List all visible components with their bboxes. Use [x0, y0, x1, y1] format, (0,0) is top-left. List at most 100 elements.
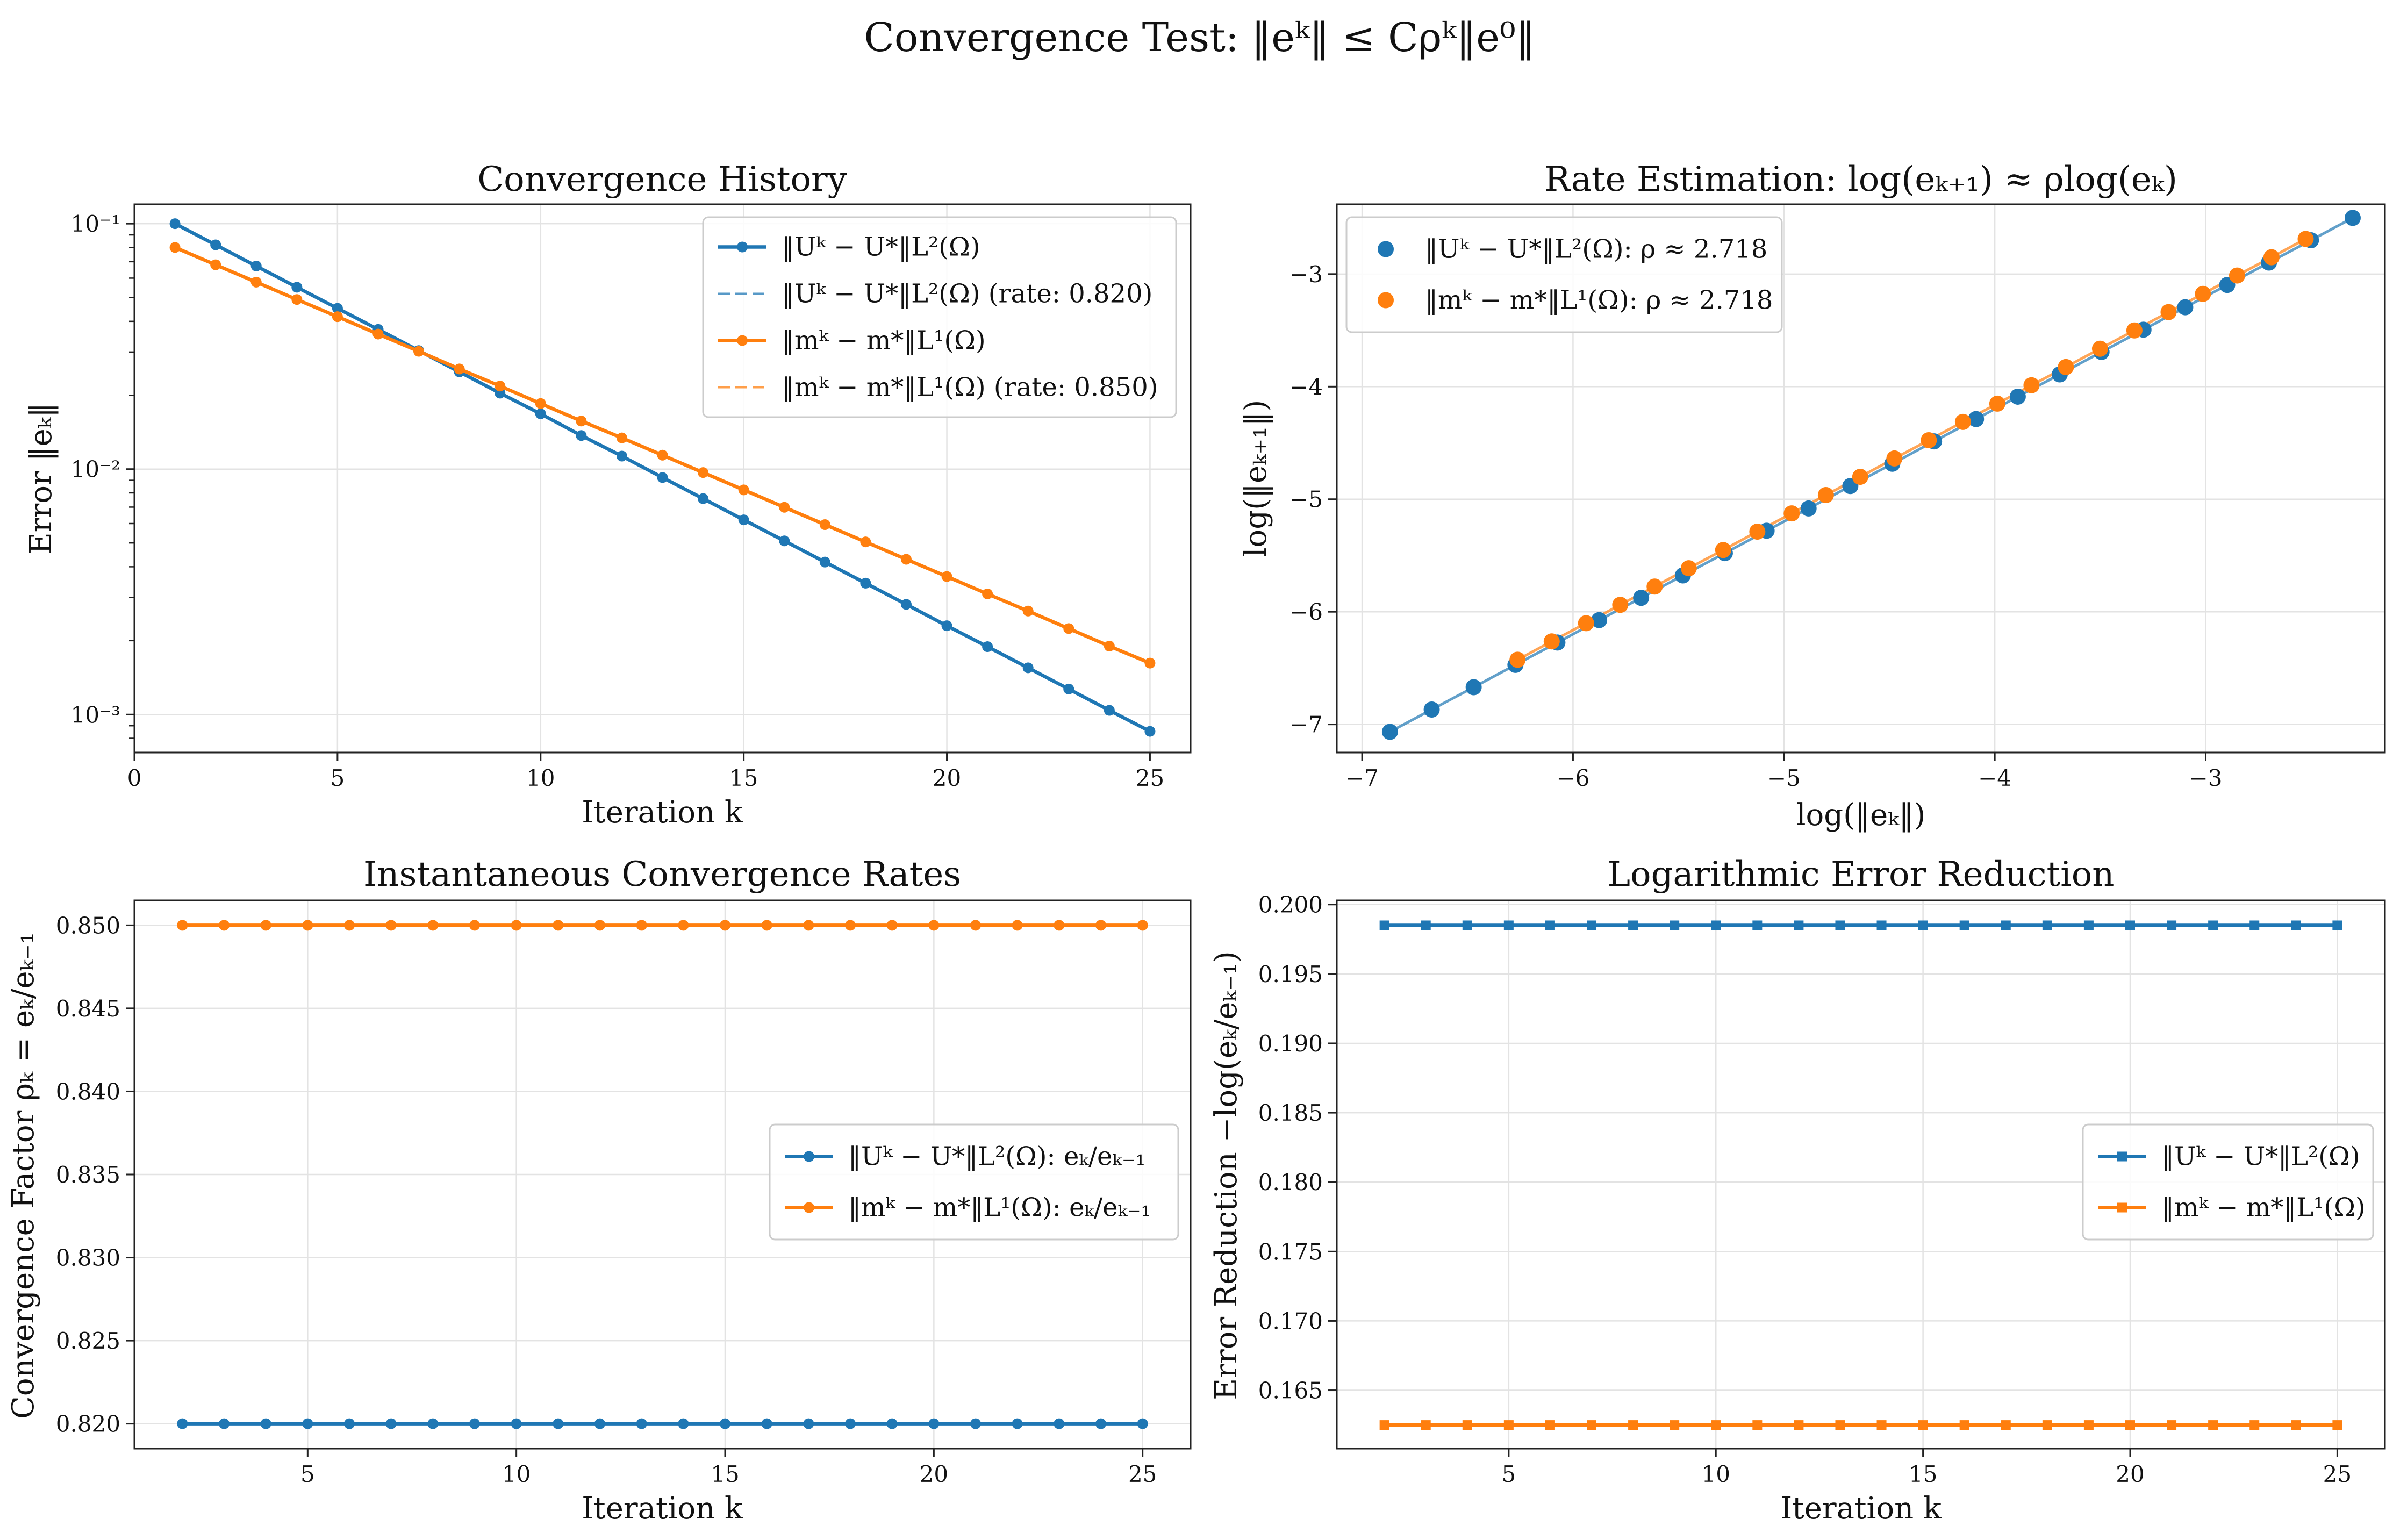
rate-legend-handle [1378, 241, 1394, 257]
history-series-0-point [900, 599, 912, 610]
history-ylabel: Error ‖eₖ‖ [24, 403, 59, 554]
logred-ytick-label: 0.175 [1258, 1238, 1323, 1265]
logred-series-1-point [1379, 1420, 1389, 1430]
factor-series-1-point [1137, 920, 1148, 931]
history-legend-box [702, 216, 1177, 418]
logred-legend-box [2082, 1123, 2374, 1241]
factor-series-1-point [469, 920, 480, 931]
factor-series-0-point [970, 1418, 982, 1429]
logred-ytick-label: 0.195 [1258, 961, 1323, 987]
logred-axes-frame [1336, 899, 2386, 1450]
factor-legend-box [769, 1123, 1179, 1241]
logred-series-1-point [2083, 1420, 2094, 1430]
rate-series-1-point [1612, 597, 1629, 613]
logred-series-0-point [1503, 920, 1514, 930]
history-legend-label: ‖Uᵏ − U*‖L²(Ω) [782, 232, 980, 262]
rate-ytick-label: −7 [1289, 712, 1323, 738]
logred-series-1-point [1918, 1420, 1928, 1430]
rate-series-0-point [1465, 679, 1482, 696]
logred-series-1-point [1670, 1420, 1680, 1430]
logred-legend-marker [2117, 1151, 2127, 1162]
rate-series-0-point [1423, 701, 1440, 718]
factor-series-0-point [928, 1418, 940, 1429]
history-series-2-point [657, 449, 668, 461]
logred-series-1-point [1876, 1420, 1887, 1430]
history-legend-marker [737, 335, 748, 346]
factor-series-1-point [594, 920, 605, 931]
factor-series-0-point [678, 1418, 689, 1429]
logred-series-0-point [1918, 920, 1928, 930]
history-xtick-label: 5 [331, 765, 345, 791]
logred-legend-label: ‖Uᵏ − U*‖L²(Ω) [2161, 1142, 2360, 1172]
logred-series-1-point [1835, 1420, 1845, 1430]
logred-series-1-point [1711, 1420, 1721, 1430]
history-series-0-point [779, 535, 790, 547]
factor-series-1-point [1012, 920, 1023, 931]
logred-series-1-point [2332, 1420, 2342, 1430]
factor-ytick-label: 0.820 [56, 1411, 120, 1437]
factor-series-1-point [928, 920, 940, 931]
rate-series-1-point [2091, 340, 2108, 357]
factor-series-0-point [511, 1418, 522, 1429]
logred-plot-area: 5 10 15 20 25 0.165 0.170 0.175 0.180 0.185 0.190 0… [1258, 892, 2386, 1487]
rate-series-1-point [2297, 231, 2314, 247]
rate-plot-area: −7 −6 −5 −4 −3 −7 −6 −5 −4 −3 ‖Uᵏ − U*‖L²(Ω): ρ ≈ … [1289, 203, 2386, 791]
logred-series-1-point [1752, 1420, 1763, 1430]
logred-series-1-point [1959, 1420, 1969, 1430]
history-xlabel: Iteration k [582, 795, 743, 830]
logred-xtick-label: 15 [1909, 1461, 1937, 1487]
logred-ytick-label: 0.200 [1258, 892, 1323, 918]
factor-xtick-label: 10 [502, 1461, 531, 1487]
rate-series-1-point [2229, 267, 2245, 284]
rate-series-1-point [1715, 542, 1731, 558]
history-series-0-point [291, 282, 303, 293]
history-legend-label: ‖Uᵏ − U*‖L²(Ω) (rate: 0.820) [782, 279, 1152, 309]
rate-series-0-point [1968, 411, 1985, 427]
history-legend-label: ‖mᵏ − m*‖L¹(Ω) (rate: 0.850) [782, 373, 1158, 403]
rate-legend-handle [1378, 292, 1394, 309]
rate-series-1-point [2058, 359, 2074, 375]
rate-legend-label: ‖Uᵏ − U*‖L²(Ω): ρ ≈ 2.718 [1425, 234, 1767, 264]
rate-series-1-point [2023, 377, 2040, 393]
factor-series-1-point [302, 920, 313, 931]
rate-series-1-point [1509, 651, 1526, 668]
logred-series-0-point [1670, 920, 1680, 930]
history-series-2-point [454, 363, 465, 375]
history-series-2-point [1022, 605, 1034, 617]
factor-series-0-point [469, 1418, 480, 1429]
factor-series-1-point [218, 920, 230, 931]
factor-xtick-label: 15 [711, 1461, 739, 1487]
panel-convergence-history: Convergence History Iteration k Error ‖e… [24, 160, 1192, 830]
factor-series-0-point [177, 1418, 188, 1429]
panel-instantaneous-rates: Instantaneous Convergence Rates Iteratio… [6, 855, 1192, 1526]
factor-xlabel: Iteration k [582, 1491, 743, 1526]
rate-legend-label: ‖mᵏ − m*‖L¹(Ω): ρ ≈ 2.718 [1425, 285, 1773, 316]
logred-ytick-label: 0.190 [1258, 1030, 1323, 1057]
rate-xtick-label: −3 [2189, 765, 2223, 791]
logred-xtick-label: 10 [1702, 1461, 1730, 1487]
rate-series-1-point [1954, 413, 1971, 430]
rate-series-1-point [1852, 469, 1868, 485]
logred-series-1-point [2042, 1420, 2052, 1430]
rate-series-1-point [1543, 633, 1560, 650]
rate-series-0-point [2009, 388, 2026, 405]
rate-ytick-label: −3 [1289, 261, 1323, 288]
factor-axes-frame [133, 899, 1192, 1450]
factor-series-0-point [845, 1418, 856, 1429]
rate-series-0-point [1633, 590, 1650, 606]
logred-series-0-point [1587, 920, 1597, 930]
history-legend-marker [737, 241, 748, 253]
rate-series-0-point [2177, 299, 2194, 316]
rate-series-1-point [1646, 578, 1663, 595]
rate-series-1-point [1578, 615, 1594, 632]
logred-legend-label: ‖mᵏ − m*‖L¹(Ω) [2161, 1193, 2366, 1223]
factor-series-1-point [1095, 920, 1107, 931]
history-xtick-label: 25 [1136, 765, 1164, 791]
logred-xlabel: Iteration k [1780, 1491, 1942, 1526]
factor-series-1-point [678, 920, 689, 931]
logred-series-0-point [1876, 920, 1887, 930]
history-ytick-label: 10⁻¹ [71, 211, 120, 237]
logred-series-1-point [1545, 1420, 1555, 1430]
factor-series-1-point [845, 920, 856, 931]
logred-ytick-label: 0.185 [1258, 1100, 1323, 1126]
